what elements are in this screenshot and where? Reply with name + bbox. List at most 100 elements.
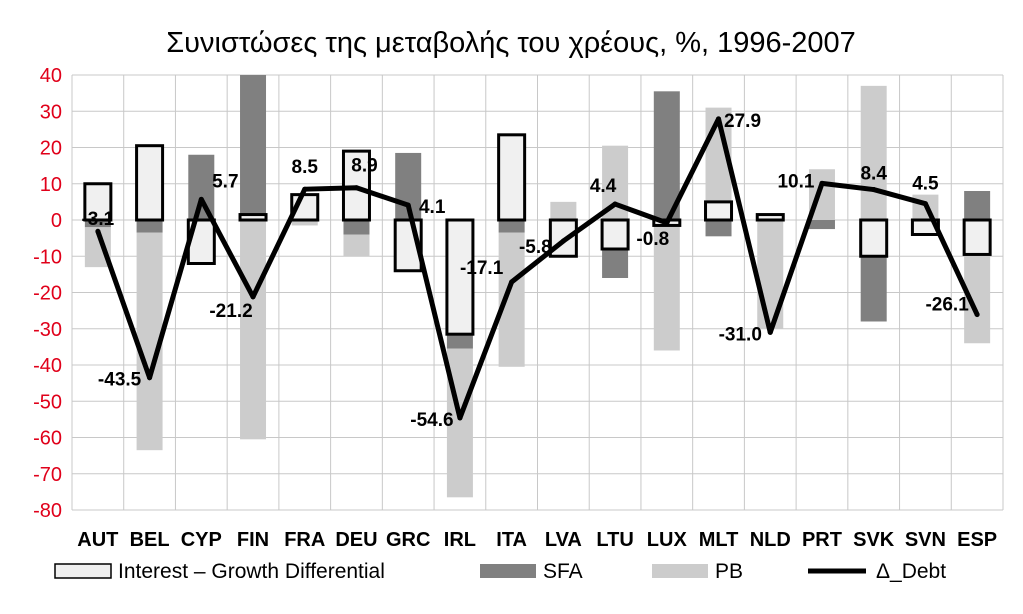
debt-line-point xyxy=(922,201,928,207)
x-tick-label: FRA xyxy=(284,529,325,551)
x-tick-label: BEL xyxy=(130,529,170,551)
debt-data-label: 8.9 xyxy=(351,156,377,177)
debt-line-point xyxy=(95,228,101,234)
debt-line-point xyxy=(302,186,308,192)
legend-interest-growth-swatch xyxy=(54,563,112,579)
debt-line-point xyxy=(198,196,204,202)
y-tick-label: 10 xyxy=(40,174,62,196)
legend-sfa-label: SFA xyxy=(543,560,583,583)
bar-sfa xyxy=(240,75,267,215)
debt-line-point xyxy=(871,187,877,193)
x-tick-label: ITA xyxy=(496,529,527,551)
debt-line-point xyxy=(147,375,153,381)
y-tick-label: -60 xyxy=(33,428,62,450)
legend-debt-label: Δ_Debt xyxy=(876,560,946,583)
bar-interest-growth xyxy=(497,133,527,222)
debt-line-point xyxy=(560,238,566,244)
debt-line-point xyxy=(353,185,359,191)
x-tick-label: LVA xyxy=(545,529,582,551)
debt-data-label: 27.9 xyxy=(724,111,761,132)
debt-data-label: 5.7 xyxy=(212,171,238,192)
debt-data-label: -54.6 xyxy=(410,410,453,431)
legend-pb-label: PB xyxy=(715,560,743,583)
x-tick-label: IRL xyxy=(444,529,476,551)
debt-line-point xyxy=(612,201,618,207)
debt-data-label: -17.1 xyxy=(460,258,504,279)
debt-data-label: 4.5 xyxy=(912,174,939,195)
x-tick-label: GRC xyxy=(386,529,430,551)
bar-sfa xyxy=(653,91,680,220)
bar-sfa xyxy=(860,256,887,322)
y-tick-label: -30 xyxy=(33,319,62,341)
bar-sfa xyxy=(84,220,111,228)
y-tick-label: 30 xyxy=(40,101,62,123)
x-tick-label: DEU xyxy=(335,529,377,551)
debt-line-point xyxy=(509,279,515,285)
bar-sfa xyxy=(498,220,525,233)
debt-line-point xyxy=(457,415,463,421)
bar-interest-growth xyxy=(755,213,785,222)
debt-data-label: 8.5 xyxy=(292,157,319,178)
x-tick-label: SVK xyxy=(853,529,895,551)
x-tick-label: AUT xyxy=(77,529,118,551)
bar-interest-growth xyxy=(135,144,165,222)
data-labels: -3.1 -43.5 5.7 -21.2 8.5 8.9 4.1 -54.6 -17.1 -5.8… xyxy=(81,111,969,431)
bar-pb xyxy=(653,225,680,351)
bar-interest-growth xyxy=(962,218,992,256)
debt-line xyxy=(95,116,980,421)
y-tick-label: 20 xyxy=(40,138,62,160)
bar-pb xyxy=(860,85,887,220)
bar-sfa xyxy=(343,220,370,235)
bar-sfa xyxy=(705,220,732,237)
x-tick-label: PRT xyxy=(802,529,842,551)
debt-line-point xyxy=(405,202,411,208)
bar-sfa xyxy=(964,191,991,220)
bar-sfa xyxy=(602,249,629,278)
bar-pb xyxy=(343,234,370,257)
bar-sfa xyxy=(446,334,473,349)
bar-interest-growth xyxy=(704,200,734,222)
bar-interest-growth xyxy=(859,218,889,258)
debt-data-label: 10.1 xyxy=(777,171,814,192)
bar-sfa xyxy=(136,220,163,233)
debt-data-label: -26.1 xyxy=(925,295,969,316)
debt-data-label: 4.1 xyxy=(419,197,446,218)
debt-line-point xyxy=(716,116,722,122)
x-tick-label: SVN xyxy=(905,529,946,551)
y-tick-label: -70 xyxy=(33,464,62,486)
y-tick-label: -80 xyxy=(33,500,62,522)
y-tick-label: 0 xyxy=(51,210,62,232)
debt-line-point xyxy=(974,312,980,318)
bar-interest-growth xyxy=(83,182,113,222)
bar-pb xyxy=(291,220,318,226)
bar-interest-growth xyxy=(445,218,475,336)
bar-interest-growth xyxy=(600,218,630,251)
debt-line-point xyxy=(250,294,256,300)
x-tick-label: MLT xyxy=(699,529,739,551)
bar-sfa xyxy=(808,220,835,230)
debt-data-label: -0.8 xyxy=(636,229,669,250)
x-tick-label: ESP xyxy=(957,529,997,551)
y-tick-label: -10 xyxy=(33,246,62,268)
debt-line-point xyxy=(819,180,825,186)
y-tick-label: -50 xyxy=(33,391,62,413)
bar-pb xyxy=(240,220,267,440)
debt-line-path xyxy=(95,116,980,421)
legend-pb-swatch xyxy=(652,564,708,578)
debt-data-label: -5.8 xyxy=(519,237,552,258)
debt-line-point xyxy=(767,329,773,335)
x-tick-label: FIN xyxy=(237,529,269,551)
y-tick-label: 40 xyxy=(40,65,62,87)
x-tick-label: LUX xyxy=(647,529,688,551)
chart-title: Συνιστώσες της μεταβολής του χρέους, %, … xyxy=(166,27,856,59)
debt-data-label: -3.1 xyxy=(81,209,114,230)
debt-data-label: -21.2 xyxy=(209,301,252,322)
gridlines xyxy=(71,74,1004,511)
bar-sfa xyxy=(188,154,215,220)
bar-interest-growth xyxy=(238,213,268,222)
x-tick-label: LTU xyxy=(596,529,633,551)
debt-data-label: -43.5 xyxy=(98,370,142,391)
debt-line-point xyxy=(664,220,670,226)
debt-data-label: -31.0 xyxy=(719,324,762,345)
bar-pb xyxy=(550,201,577,220)
